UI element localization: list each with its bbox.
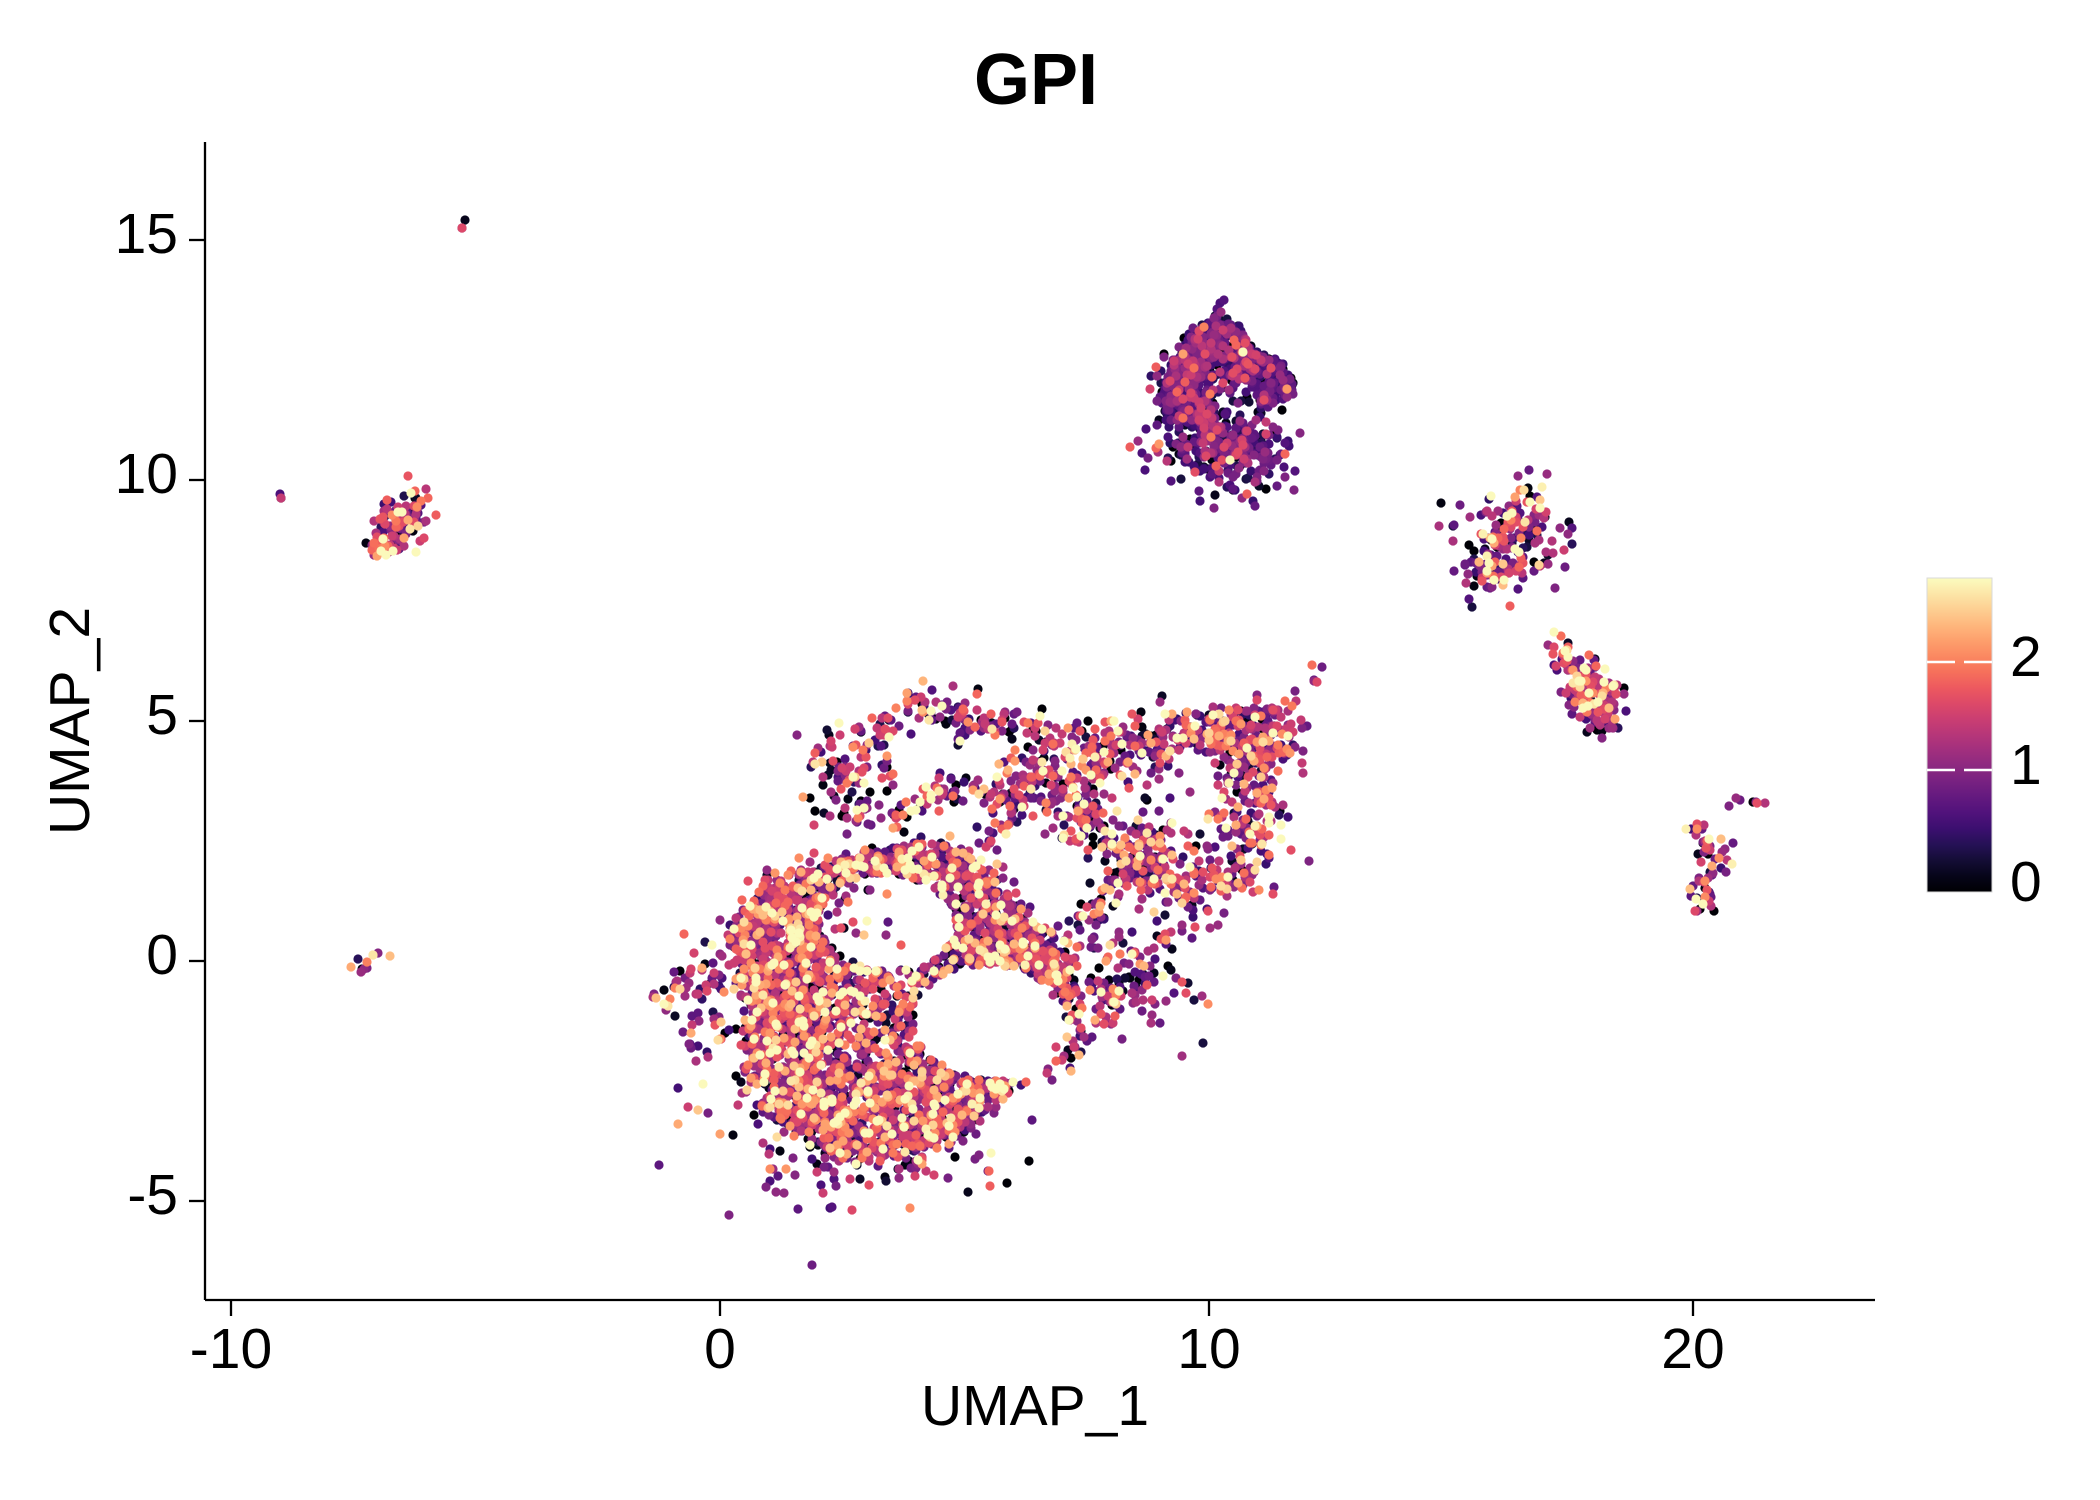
svg-text:GPI: GPI: [974, 40, 1098, 120]
